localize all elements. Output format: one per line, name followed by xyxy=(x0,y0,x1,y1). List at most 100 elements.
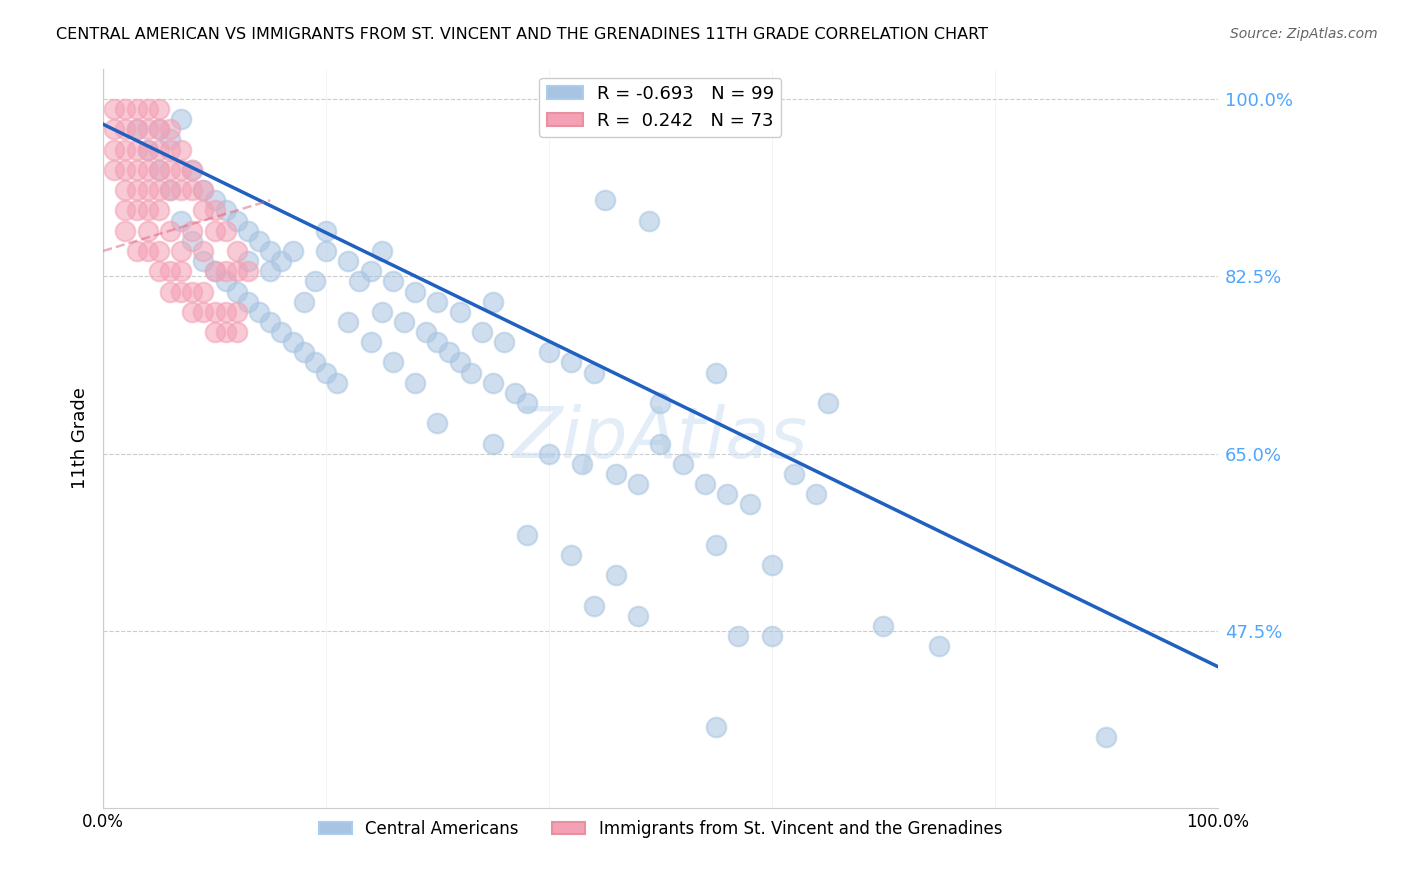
Point xyxy=(560,355,582,369)
Point xyxy=(125,244,148,258)
Point xyxy=(449,305,471,319)
Point xyxy=(170,162,193,177)
Point xyxy=(193,254,215,268)
Point xyxy=(281,244,304,258)
Point xyxy=(170,213,193,227)
Point xyxy=(114,143,136,157)
Point xyxy=(125,162,148,177)
Point xyxy=(650,396,672,410)
Point xyxy=(259,264,281,278)
Point xyxy=(181,234,204,248)
Point xyxy=(136,143,159,157)
Point xyxy=(415,325,437,339)
Point xyxy=(270,325,292,339)
Point xyxy=(136,183,159,197)
Point xyxy=(215,264,238,278)
Point xyxy=(236,254,259,268)
Point xyxy=(292,294,315,309)
Point xyxy=(404,376,426,390)
Point xyxy=(114,203,136,218)
Point xyxy=(170,285,193,299)
Point xyxy=(281,335,304,350)
Point xyxy=(806,487,828,501)
Point xyxy=(204,203,226,218)
Point xyxy=(605,467,627,481)
Point xyxy=(170,183,193,197)
Point xyxy=(125,183,148,197)
Point xyxy=(360,335,382,350)
Point xyxy=(704,538,727,552)
Text: CENTRAL AMERICAN VS IMMIGRANTS FROM ST. VINCENT AND THE GRENADINES 11TH GRADE CO: CENTRAL AMERICAN VS IMMIGRANTS FROM ST. … xyxy=(56,27,988,42)
Point xyxy=(103,102,125,116)
Point xyxy=(426,335,449,350)
Point xyxy=(103,122,125,136)
Legend: Central Americans, Immigrants from St. Vincent and the Grenadines: Central Americans, Immigrants from St. V… xyxy=(312,814,1010,845)
Point xyxy=(304,274,326,288)
Point xyxy=(170,143,193,157)
Point xyxy=(125,122,148,136)
Point xyxy=(215,325,238,339)
Point xyxy=(381,355,404,369)
Point xyxy=(516,396,538,410)
Point xyxy=(315,244,337,258)
Point xyxy=(193,244,215,258)
Point xyxy=(817,396,839,410)
Point xyxy=(159,183,181,197)
Point xyxy=(426,294,449,309)
Point xyxy=(159,162,181,177)
Point xyxy=(181,162,204,177)
Point xyxy=(136,162,159,177)
Point xyxy=(738,497,761,511)
Point xyxy=(170,244,193,258)
Point xyxy=(125,203,148,218)
Point xyxy=(247,234,270,248)
Point xyxy=(371,305,394,319)
Point xyxy=(259,315,281,329)
Point xyxy=(114,224,136,238)
Point xyxy=(304,355,326,369)
Point xyxy=(225,264,247,278)
Point xyxy=(215,305,238,319)
Point xyxy=(872,619,894,633)
Point xyxy=(114,162,136,177)
Point xyxy=(460,366,482,380)
Point xyxy=(148,162,170,177)
Point xyxy=(259,244,281,258)
Point xyxy=(159,132,181,146)
Point xyxy=(159,183,181,197)
Point xyxy=(727,629,749,643)
Text: Source: ZipAtlas.com: Source: ZipAtlas.com xyxy=(1230,27,1378,41)
Point xyxy=(148,244,170,258)
Point xyxy=(371,244,394,258)
Point xyxy=(170,112,193,127)
Y-axis label: 11th Grade: 11th Grade xyxy=(72,387,89,490)
Point xyxy=(148,122,170,136)
Point xyxy=(627,477,650,491)
Point xyxy=(392,315,415,329)
Point xyxy=(783,467,806,481)
Point xyxy=(761,629,783,643)
Point xyxy=(349,274,371,288)
Point xyxy=(638,213,661,227)
Point xyxy=(125,143,148,157)
Point xyxy=(159,122,181,136)
Point xyxy=(426,417,449,431)
Point xyxy=(215,274,238,288)
Point xyxy=(204,264,226,278)
Point xyxy=(537,345,560,359)
Point xyxy=(136,122,159,136)
Point xyxy=(148,203,170,218)
Point xyxy=(928,640,950,654)
Point xyxy=(482,436,505,450)
Point xyxy=(449,355,471,369)
Point xyxy=(148,102,170,116)
Point xyxy=(381,274,404,288)
Point xyxy=(315,224,337,238)
Point xyxy=(437,345,460,359)
Point xyxy=(571,457,593,471)
Point xyxy=(225,285,247,299)
Point xyxy=(148,143,170,157)
Point xyxy=(236,224,259,238)
Point xyxy=(103,143,125,157)
Point xyxy=(159,143,181,157)
